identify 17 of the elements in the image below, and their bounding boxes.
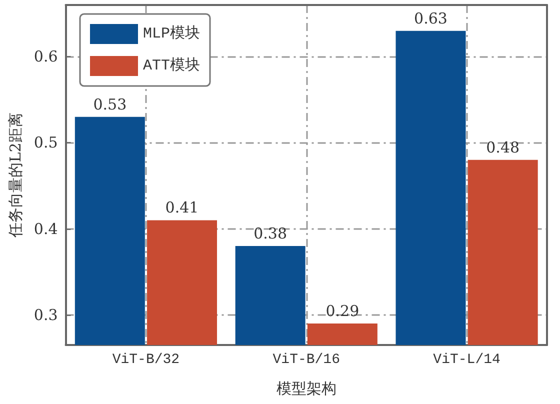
y-tick-label: 0.3 (34, 306, 58, 324)
data-label: 0.63 (414, 9, 448, 28)
x-tick-label: ViT-B/32 (112, 352, 180, 368)
data-label: 0.38 (254, 224, 288, 243)
x-tick-label: ViT-B/16 (272, 352, 340, 368)
y-axis-title: 任务向量的L2距离 (6, 112, 24, 238)
x-tick-label: ViT-L/14 (433, 352, 500, 368)
y-tick-label: 0.6 (34, 48, 58, 66)
legend-label: ATT模块 (143, 56, 200, 74)
data-label: 0.29 (326, 302, 360, 320)
data-label: 0.53 (93, 95, 127, 114)
x-axis-title: 模型架构 (276, 380, 336, 398)
data-label: 0.48 (486, 138, 520, 156)
legend-label: MLP模块 (143, 24, 200, 42)
data-label: 0.41 (165, 198, 199, 217)
y-tick-label: 0.5 (34, 134, 58, 152)
y-tick-label: 0.4 (34, 220, 58, 238)
